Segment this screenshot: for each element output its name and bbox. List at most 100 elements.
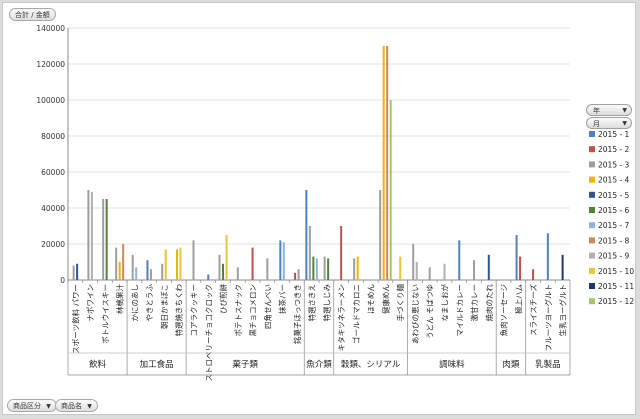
chevron-down-icon: ▼: [622, 120, 627, 127]
bar: [458, 240, 461, 280]
legend-entry: 2015 - 5: [598, 191, 630, 200]
bar: [222, 263, 225, 280]
bar: [356, 256, 359, 280]
bar: [415, 262, 418, 280]
bar: [118, 262, 121, 280]
bar: [218, 254, 221, 280]
axis-field-category-button[interactable]: 商品区分 ▼: [7, 399, 57, 412]
bar: [294, 272, 297, 280]
x-tick-label: 手づくり麺: [395, 284, 405, 322]
legend-field-year[interactable]: 年 ▼: [586, 104, 632, 116]
bar: [515, 235, 518, 280]
bar: [149, 269, 152, 280]
x-tick-label: やきとうふ: [145, 284, 154, 322]
x-tick-label: 林檎果汁: [115, 284, 125, 314]
category-group-label: 飲料: [89, 359, 107, 370]
x-tick-label: 銘菓子ほっつきき: [292, 284, 302, 344]
category-group-label: 菓子類: [232, 359, 258, 370]
legend-swatch: [589, 176, 595, 183]
y-tick-label: 140000: [36, 24, 65, 33]
legend-entry: 2015 - 1: [598, 130, 630, 139]
category-group-label: 穀類、シリアル: [341, 359, 401, 370]
legend-swatch: [589, 161, 595, 168]
legend-swatch: [589, 131, 595, 137]
bar: [443, 263, 446, 280]
x-tick-label: 特選焼きちくわ: [174, 284, 184, 337]
bar: [308, 226, 311, 280]
bar: [175, 249, 178, 280]
legend-entry: 2015 - 3: [598, 160, 630, 169]
pivot-chart: 0 20000 40000 60000 80000 100000 120000 140000 ス…: [36, 24, 634, 382]
y-tick-label: 80000: [41, 132, 65, 141]
y-tick-label: 100000: [36, 96, 65, 105]
legend-field-month[interactable]: 月 ▼: [586, 117, 632, 129]
legend-swatch: [589, 237, 595, 244]
legend-entry: 2015 - 12: [598, 297, 634, 306]
bar: [428, 267, 431, 280]
x-tick-label: キタキツネラーメン: [337, 284, 346, 351]
category-group-label: 魚介類: [306, 359, 332, 370]
y-tick-label: 60000: [41, 168, 65, 177]
x-tick-label: ひび煎餅: [218, 284, 228, 314]
bar: [279, 240, 282, 280]
bar: [386, 46, 389, 280]
x-tick-label: 特選さきえ: [307, 284, 317, 322]
axis-field-category-label: 商品区分: [13, 402, 41, 410]
bar: [87, 190, 90, 280]
legend-swatch: [589, 222, 595, 229]
bar: [251, 247, 254, 280]
x-tick-label: コアラクッキー: [190, 284, 199, 337]
category-group-label: 乳製品: [535, 359, 561, 370]
bar: [72, 265, 75, 280]
x-tick-label: スポーツ飲料 パワー: [70, 284, 80, 354]
legend-swatch: [589, 283, 595, 289]
x-tick-label: 生乳ヨーグルト: [558, 284, 568, 337]
legend-entry: 2015 - 11: [598, 282, 634, 291]
bar: [353, 258, 356, 280]
bar: [297, 269, 300, 280]
x-tick-label: 激甘カレー: [469, 284, 479, 322]
y-tick-label: 120000: [36, 60, 65, 69]
bar: [179, 247, 182, 280]
x-tick-label: ほそめん: [367, 284, 376, 314]
bar: [323, 256, 326, 280]
x-tick-label: 黒チョコメロン: [249, 284, 258, 337]
x-tick-label: ナポワイン: [86, 284, 95, 322]
legend-swatch: [589, 267, 595, 274]
value-field-button[interactable]: 合計 / 金額: [9, 8, 56, 21]
bar: [340, 226, 343, 280]
bar: [379, 190, 382, 280]
x-tick-label: 特選しじみ: [321, 284, 331, 322]
x-tick-label: 朝日かまぼこ: [160, 284, 169, 329]
x-tick-label: フルーツヨーグルト: [543, 284, 553, 351]
x-tick-label: ポテトスナック: [234, 284, 243, 337]
category-group-label: 調味料: [439, 359, 465, 370]
bar: [115, 247, 118, 280]
axis-field-product-label: 商品名: [61, 402, 82, 410]
chevron-down-icon: ▼: [87, 403, 92, 410]
x-tick-label: ストロベリーチョコクロック: [204, 284, 213, 382]
x-tick-label: スライスチーズ: [528, 284, 538, 336]
x-tick-label: なましおが: [440, 284, 450, 322]
bar: [546, 233, 549, 280]
chevron-down-icon: ▼: [622, 107, 627, 114]
legend-swatch: [589, 252, 595, 259]
bar: [312, 256, 315, 280]
legend-entry: 2015 - 4: [598, 176, 630, 185]
bar: [146, 260, 149, 280]
x-tick-label: かにのあし: [130, 284, 139, 322]
legend-entry: 2015 - 10: [598, 267, 634, 276]
chevron-down-icon: ▼: [46, 403, 51, 410]
y-tick-label: 40000: [41, 204, 65, 213]
x-tick-label: 極上ハム: [513, 284, 523, 314]
bar: [164, 249, 167, 280]
value-field-label: 合計 / 金額: [15, 11, 50, 19]
x-tick-label: ボトルウイスキー: [101, 284, 110, 344]
bar: [161, 263, 164, 280]
axis-field-product-button[interactable]: 商品名 ▼: [55, 399, 98, 412]
x-tick-label: 健康めん: [380, 284, 390, 314]
bar: [207, 274, 210, 280]
legend-swatch: [589, 207, 595, 213]
legend-field-year-label: 年: [593, 107, 600, 115]
bar: [236, 267, 239, 280]
